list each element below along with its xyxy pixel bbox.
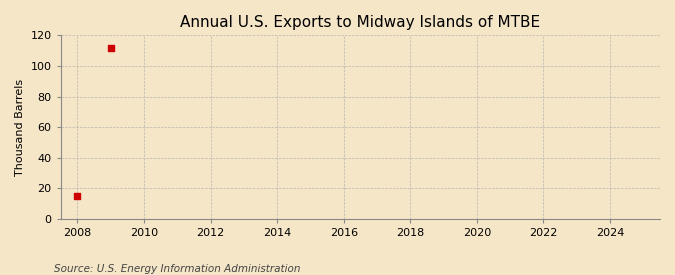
Point [105, 45, 116, 50]
Y-axis label: Thousand Barrels: Thousand Barrels [15, 79, 25, 176]
Title: Annual U.S. Exports to Midway Islands of MTBE: Annual U.S. Exports to Midway Islands of… [180, 15, 541, 30]
Text: Source: U.S. Energy Information Administration: Source: U.S. Energy Information Administ… [54, 264, 300, 274]
Point [72, 194, 83, 198]
